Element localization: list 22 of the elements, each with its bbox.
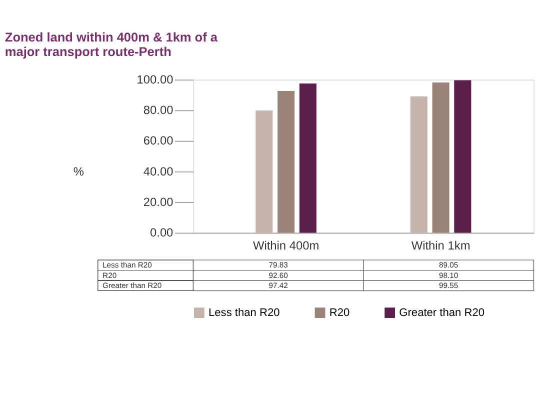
data-label: 79.83 xyxy=(268,260,288,270)
chart-title: Zoned land within 400m & 1km of a major transport route-Perth xyxy=(4,29,218,59)
legend-label: R20 xyxy=(329,307,350,320)
y-tick-label: 60.00 xyxy=(143,134,174,148)
y-tick-label: 20.00 xyxy=(143,194,174,209)
text: Less than R20 xyxy=(102,260,152,270)
data-label: 99.55 xyxy=(438,281,458,290)
y-tick-label: 40.00 xyxy=(143,164,174,178)
y-tick-label: 0.00 xyxy=(150,226,174,240)
data-label: 98.10 xyxy=(438,270,458,280)
data-label: 97.42 xyxy=(268,281,288,290)
y-tick-label: 100.00 xyxy=(136,72,174,86)
legend-label: Less than R20 xyxy=(208,307,280,320)
text: R20 xyxy=(102,270,117,280)
y-axis-title: % xyxy=(73,164,84,178)
legend-label: Greater than R20 xyxy=(399,307,485,320)
y-tick-label: 80.00 xyxy=(143,103,174,118)
x-tick-label: Within 400m xyxy=(252,238,320,252)
text: Greater than R20 xyxy=(102,281,162,290)
data-label: 92.60 xyxy=(268,270,288,280)
x-tick-label: Within 1km xyxy=(411,238,470,252)
data-label: 89.05 xyxy=(438,260,458,270)
